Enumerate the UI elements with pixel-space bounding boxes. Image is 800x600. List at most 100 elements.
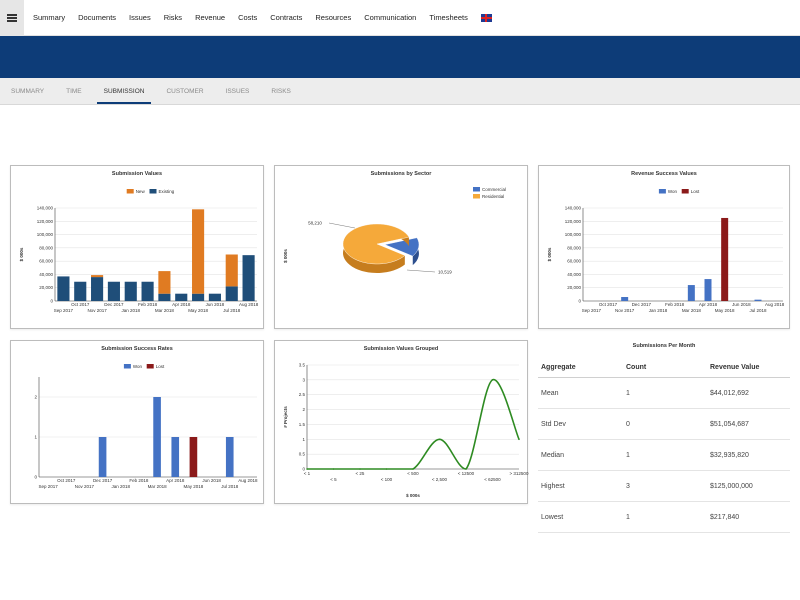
legend-label: Existing	[159, 189, 175, 194]
column-header: Aggregate	[541, 364, 576, 371]
main-menu: Summary Documents Issues Risks Revenue C…	[33, 13, 492, 22]
table-row: Lowest 1 $217,840	[538, 502, 790, 533]
top-navigation: Summary Documents Issues Risks Revenue C…	[0, 0, 800, 36]
bar	[208, 293, 221, 301]
nav-costs[interactable]: Costs	[238, 13, 258, 22]
x-tick-label: Jan 2018	[121, 308, 140, 313]
x-tick-label: Feb 2018	[138, 302, 158, 307]
nav-issues[interactable]: Issues	[129, 13, 151, 22]
uk-flag-icon[interactable]	[480, 13, 492, 22]
tab-issues[interactable]: ISSUES	[225, 87, 250, 95]
nav-revenue[interactable]: Revenue	[195, 13, 226, 22]
bar	[687, 285, 695, 301]
y-axis-label: $ 000s	[547, 247, 552, 261]
x-tick-label: Aug 2018	[238, 478, 258, 483]
x-tick-label: Jul 2018	[223, 308, 241, 313]
submissions-by-sector-chart: 58,210 10,519 $ 000s Commercial Residential	[283, 187, 506, 275]
table-cell: Std Dev	[541, 420, 566, 428]
x-tick-label: May 2018	[715, 308, 735, 313]
y-tick-label: 140,000	[565, 206, 582, 211]
legend-swatch	[473, 194, 480, 199]
y-axis-label: # Projects	[283, 406, 288, 428]
x-tick-label: < 500	[407, 471, 419, 476]
bar	[189, 437, 198, 477]
column-header: Revenue Value	[710, 364, 760, 371]
x-tick-label: Jun 2018	[202, 478, 221, 483]
table-cell: 1	[626, 451, 630, 459]
x-tick-label: Aug 2018	[239, 302, 259, 307]
hamburger-icon	[7, 13, 17, 22]
table-header-row: Aggregate Count Revenue Value	[538, 358, 790, 378]
bar	[158, 293, 171, 301]
legend-swatch	[126, 189, 134, 194]
nav-documents[interactable]: Documents	[78, 13, 117, 22]
x-tick-label: May 2018	[184, 484, 204, 489]
table-title: Submissions Per Month	[632, 343, 696, 349]
y-axis-label: $ 000s	[283, 249, 288, 263]
table-cell: 1	[626, 389, 630, 397]
y-tick-label: 2.5	[299, 392, 306, 397]
nav-resources[interactable]: Resources	[315, 13, 352, 22]
y-tick-label: 1	[34, 435, 37, 440]
chart-title: Submission Values	[111, 171, 163, 177]
data-point	[359, 468, 361, 470]
x-tick-label: Apr 2018	[699, 302, 718, 307]
nav-timesheets[interactable]: Timesheets	[429, 13, 468, 22]
y-tick-label: 3	[302, 377, 305, 382]
revenue-success-values-panel: Revenue Success Values 0 20,000 40,000 60,0…	[538, 165, 790, 329]
pie-data-label: 58,210	[308, 221, 322, 226]
x-tick-label: Sep 2017	[582, 308, 602, 313]
x-tick-label: Nov 2017	[615, 308, 635, 313]
legend-label: Commercial	[482, 187, 506, 192]
bar	[704, 279, 712, 301]
x-tick-label: Oct 2017	[599, 302, 618, 307]
bar	[158, 271, 171, 294]
tab-submission[interactable]: SUBMISSION	[93, 78, 156, 104]
y-tick-label: 0	[50, 299, 53, 304]
pie-slice	[384, 237, 420, 257]
nav-contracts[interactable]: Contracts	[270, 13, 303, 22]
tab-summary[interactable]: SUMMARY	[11, 87, 45, 95]
y-tick-label: 100,000	[565, 232, 582, 237]
x-tick-label: Feb 2018	[129, 478, 149, 483]
x-axis-label: $ 000s	[406, 493, 420, 498]
legend-label: New	[136, 189, 146, 194]
x-tick-label: Jan 2018	[111, 484, 130, 489]
submissions-per-month-table: Submissions Per Month Aggregate Count Re…	[538, 340, 790, 533]
x-tick-label: Aug 2018	[765, 302, 785, 307]
x-tick-label: Apr 2018	[166, 478, 185, 483]
x-tick-label: < 5	[330, 477, 337, 482]
tab-customer[interactable]: CUSTOMER	[166, 87, 204, 95]
table-cell: $125,000,000	[710, 482, 753, 490]
series-line	[306, 379, 520, 470]
table-row: Median 1 $32,935,820	[538, 440, 790, 471]
data-point	[518, 438, 520, 441]
nav-summary[interactable]: Summary	[33, 13, 66, 22]
x-tick-label: Apr 2018	[172, 302, 191, 307]
x-tick-label: Dec 2017	[104, 302, 124, 307]
x-tick-label: Sep 2017	[54, 308, 74, 313]
legend-label: Lost	[691, 189, 700, 194]
tab-time[interactable]: TIME	[66, 87, 82, 95]
hamburger-menu-button[interactable]	[0, 0, 24, 36]
table-cell: 1	[626, 513, 630, 521]
nav-communication[interactable]: Communication	[364, 13, 417, 22]
legend-label: Won	[668, 189, 678, 194]
data-point	[438, 438, 441, 441]
x-tick-label: Jun 2018	[206, 302, 225, 307]
legend-swatch	[149, 189, 157, 194]
legend-swatch	[146, 364, 154, 369]
x-tick-label: Feb 2018	[665, 302, 685, 307]
data-point	[465, 468, 467, 470]
y-tick-label: 20,000	[39, 285, 53, 290]
x-tick-label: < 1	[304, 471, 311, 476]
table-cell: Lowest	[541, 513, 564, 521]
y-tick-label: 0	[34, 475, 37, 480]
tab-bar: SUMMARY TIME SUBMISSION CUSTOMER ISSUES …	[0, 78, 800, 105]
x-tick-label: Sep 2017	[38, 484, 58, 489]
nav-risks[interactable]: Risks	[163, 13, 183, 22]
tab-risks[interactable]: RISKS	[271, 87, 291, 95]
bar	[141, 281, 154, 301]
legend-swatch	[681, 189, 689, 194]
x-tick-label: Jul 2018	[221, 484, 239, 489]
